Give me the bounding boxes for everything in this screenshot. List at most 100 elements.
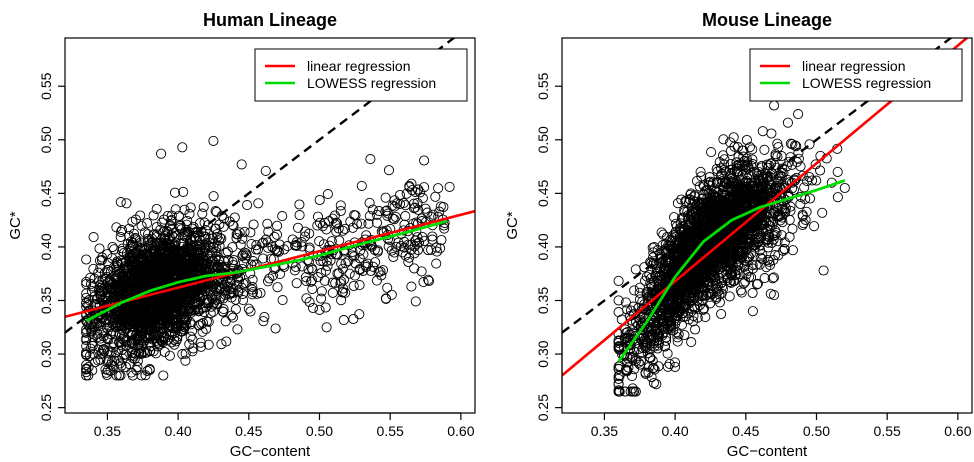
data-point bbox=[157, 337, 168, 348]
data-point bbox=[380, 206, 391, 217]
data-point bbox=[115, 231, 126, 243]
data-point bbox=[197, 208, 208, 219]
data-point bbox=[141, 347, 152, 358]
data-point bbox=[409, 263, 420, 274]
data-point bbox=[340, 258, 351, 269]
data-point bbox=[194, 292, 205, 303]
data-point bbox=[752, 278, 763, 289]
data-point bbox=[307, 302, 319, 314]
data-point bbox=[209, 297, 220, 308]
data-point bbox=[166, 214, 177, 225]
data-point bbox=[400, 200, 411, 211]
x-axis: 0.35 0.40 0.45 0.50 0.55 0.60 bbox=[94, 412, 475, 439]
data-point bbox=[108, 317, 120, 328]
data-point bbox=[107, 318, 118, 330]
data-point bbox=[168, 334, 180, 345]
data-point bbox=[787, 245, 798, 256]
data-point bbox=[162, 334, 174, 345]
data-point bbox=[201, 258, 212, 269]
data-point bbox=[673, 329, 684, 340]
data-point bbox=[211, 262, 222, 273]
data-point bbox=[157, 327, 168, 338]
data-point bbox=[133, 280, 144, 291]
data-point bbox=[122, 319, 133, 330]
data-point bbox=[94, 279, 105, 290]
data-point bbox=[235, 239, 246, 250]
data-point bbox=[132, 339, 143, 350]
data-point bbox=[725, 145, 736, 157]
data-point bbox=[431, 258, 442, 269]
data-point bbox=[747, 229, 758, 240]
data-point bbox=[389, 201, 400, 212]
data-point bbox=[269, 231, 280, 242]
data-point bbox=[112, 256, 123, 267]
data-point bbox=[658, 229, 669, 240]
data-point bbox=[382, 282, 393, 293]
data-point bbox=[141, 248, 152, 259]
data-point bbox=[257, 238, 268, 249]
data-point bbox=[107, 253, 118, 264]
data-point bbox=[120, 361, 132, 373]
data-point bbox=[684, 194, 695, 205]
data-point bbox=[361, 261, 372, 273]
data-point bbox=[804, 193, 816, 204]
data-point bbox=[179, 313, 190, 324]
data-point bbox=[613, 361, 624, 372]
data-point bbox=[319, 275, 330, 286]
data-point bbox=[117, 243, 128, 254]
data-point bbox=[677, 308, 688, 319]
data-point bbox=[338, 283, 349, 294]
data-point bbox=[620, 297, 631, 308]
data-point bbox=[211, 206, 222, 218]
data-point bbox=[149, 268, 160, 279]
data-point bbox=[171, 230, 182, 241]
data-point bbox=[392, 198, 403, 209]
data-point bbox=[105, 359, 116, 370]
data-point bbox=[321, 224, 332, 235]
data-point bbox=[262, 218, 273, 229]
data-point bbox=[129, 255, 140, 266]
data-point bbox=[766, 128, 777, 139]
data-point bbox=[622, 327, 633, 338]
data-point bbox=[95, 321, 106, 332]
data-point bbox=[121, 336, 132, 347]
data-point bbox=[180, 348, 191, 359]
data-point bbox=[157, 323, 168, 334]
data-point bbox=[81, 363, 92, 374]
data-point bbox=[782, 117, 793, 128]
data-point bbox=[797, 219, 808, 231]
data-point bbox=[115, 197, 126, 208]
data-point bbox=[136, 370, 147, 381]
data-point bbox=[162, 264, 173, 275]
data-point bbox=[444, 181, 455, 192]
data-point bbox=[682, 214, 694, 225]
data-point bbox=[337, 225, 348, 236]
data-point bbox=[338, 315, 349, 326]
data-point bbox=[210, 283, 221, 294]
data-point bbox=[713, 187, 724, 198]
data-point bbox=[389, 195, 400, 206]
data-point bbox=[622, 304, 633, 315]
legend-label: LOWESS regression bbox=[307, 75, 436, 91]
data-point bbox=[124, 230, 135, 241]
data-point bbox=[613, 336, 624, 347]
data-point bbox=[81, 254, 92, 265]
data-point bbox=[253, 198, 264, 209]
data-point bbox=[418, 277, 429, 288]
data-point bbox=[674, 297, 685, 308]
data-point bbox=[410, 296, 421, 307]
data-point bbox=[258, 237, 269, 248]
y-tick-label: 0.25 bbox=[38, 394, 54, 421]
data-point bbox=[164, 350, 175, 361]
data-point bbox=[335, 200, 346, 211]
data-point bbox=[94, 243, 105, 254]
data-point bbox=[294, 210, 305, 221]
data-point bbox=[343, 255, 354, 267]
data-point bbox=[169, 270, 180, 281]
data-point bbox=[179, 298, 190, 309]
data-point bbox=[158, 239, 169, 250]
data-point bbox=[166, 230, 178, 241]
data-point bbox=[412, 238, 423, 249]
data-point bbox=[237, 233, 248, 244]
